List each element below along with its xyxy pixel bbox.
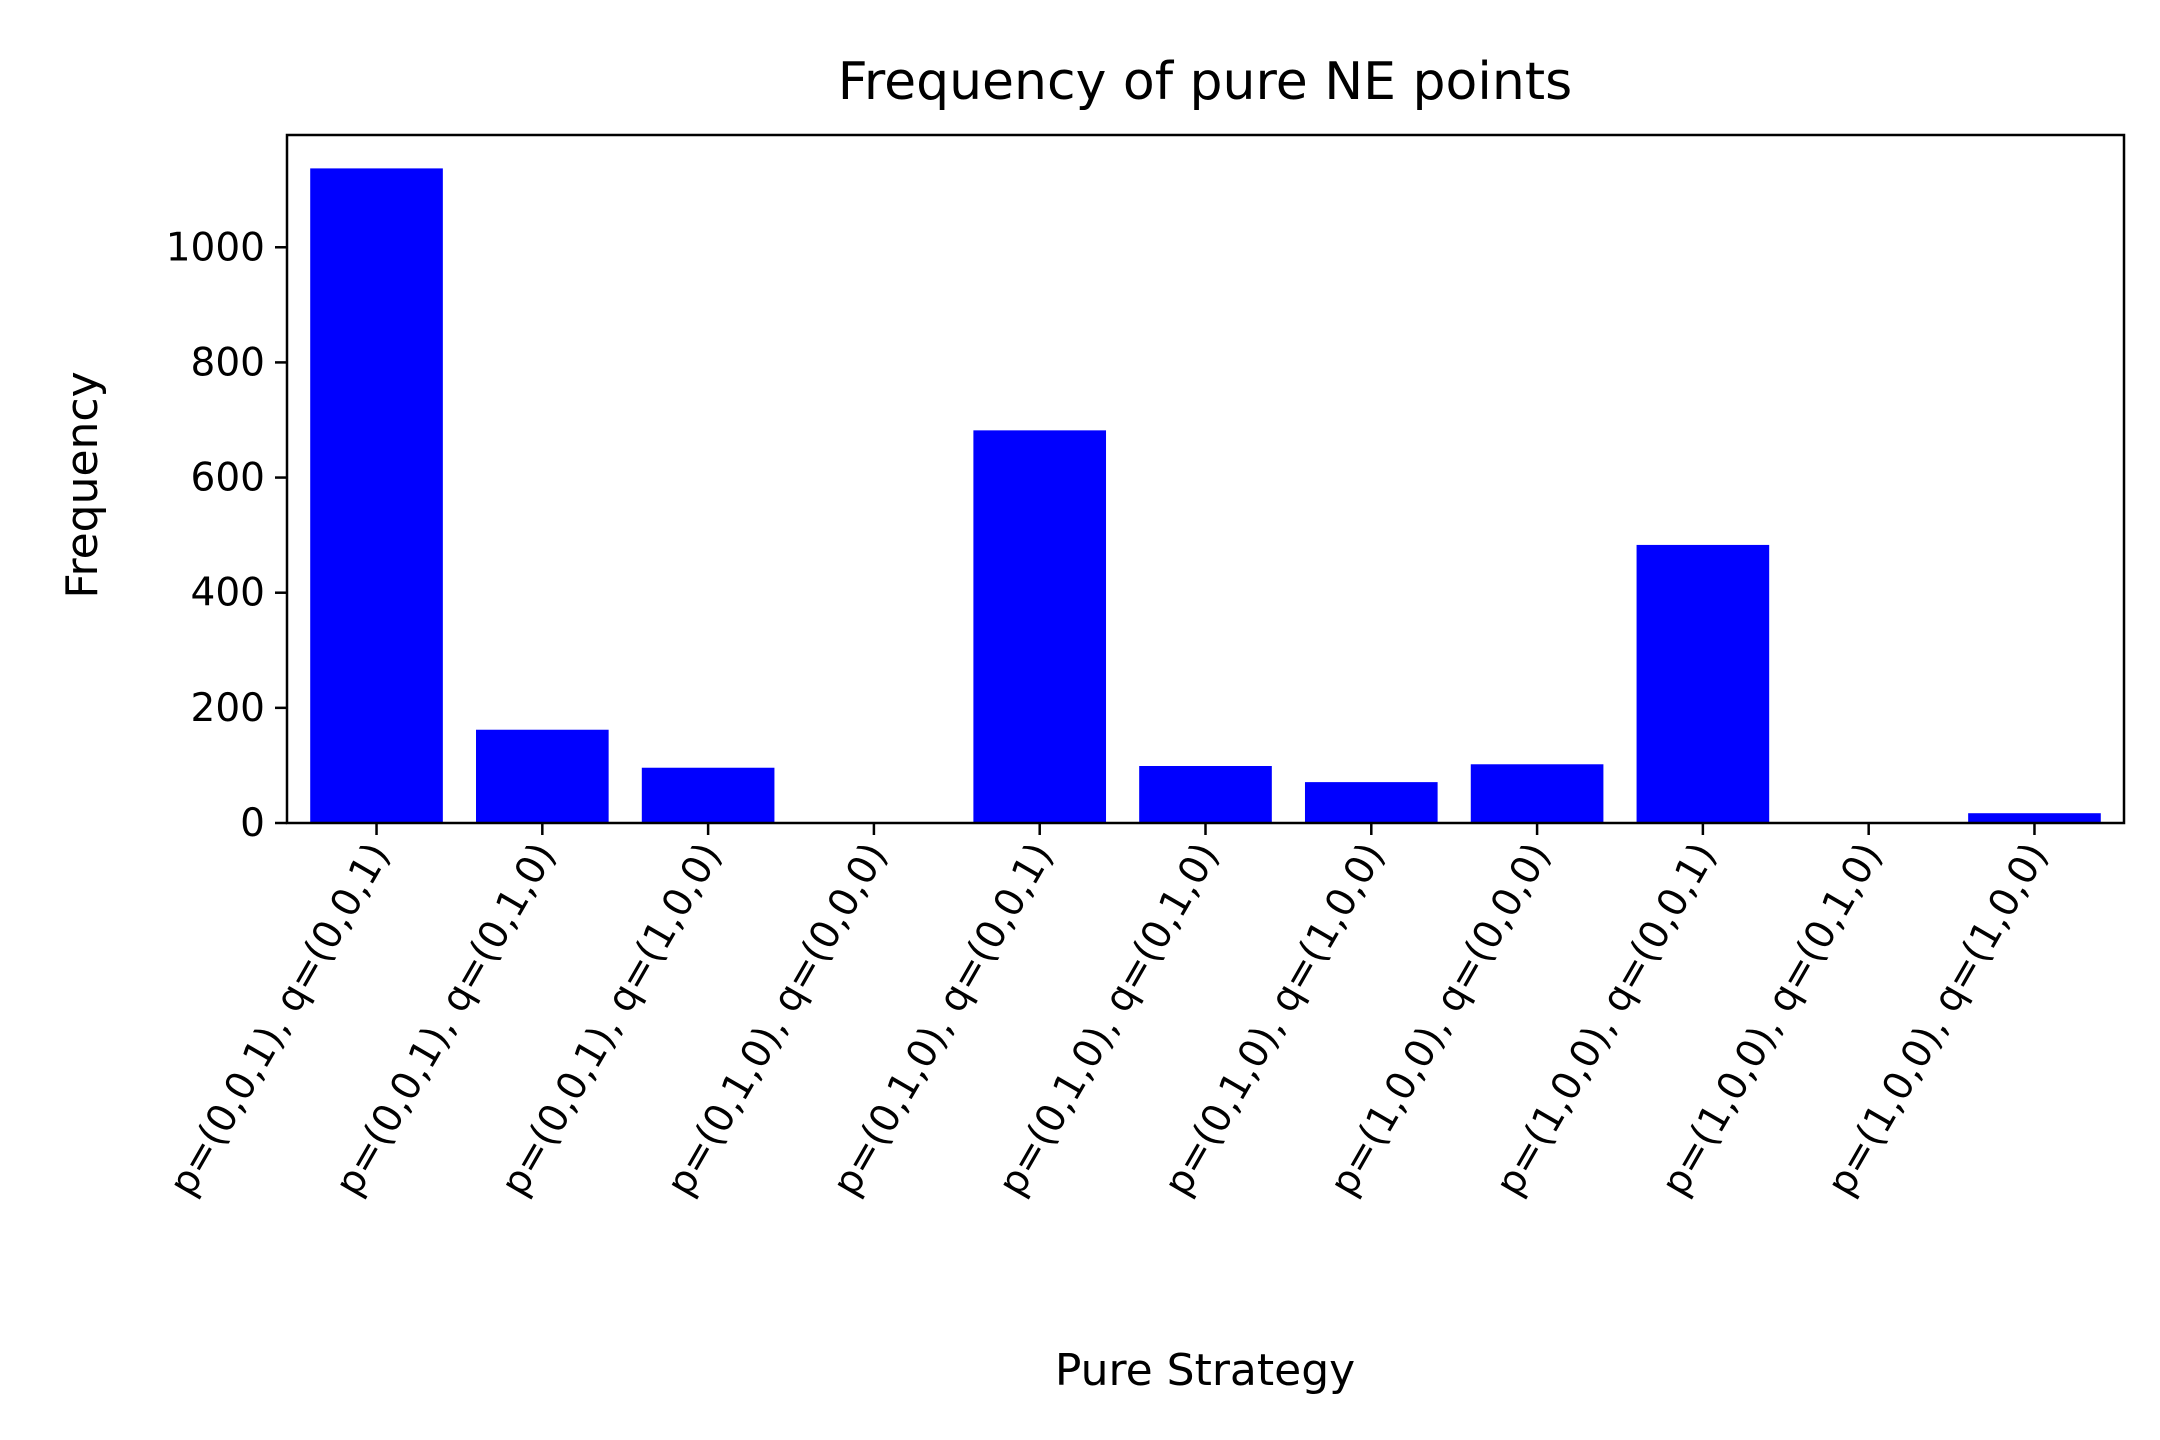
y-axis-ticks: 0 200 400 600 800 1000 — [166, 225, 287, 846]
bar-1 — [310, 168, 443, 824]
y-tick-label: 0 — [240, 801, 265, 846]
x-axis-ticks: p=(0,0,1), q=(0,0,1)p=(0,0,1), q=(0,1,0)… — [161, 823, 2057, 1204]
bar-11 — [1968, 813, 2101, 823]
chart-title: Frequency of pure NE points — [838, 52, 1573, 112]
y-tick-label: 600 — [191, 456, 265, 501]
bar-9 — [1636, 544, 1770, 823]
bar-7 — [1304, 782, 1438, 823]
bar-2 — [476, 729, 609, 823]
y-tick-label: 200 — [191, 686, 265, 731]
plot-frame — [285, 133, 2126, 825]
y-axis-label: Frequency — [57, 371, 108, 598]
bars-group — [310, 168, 2101, 824]
x-axis-label: Pure Strategy — [1055, 1345, 1355, 1396]
bar-6 — [1139, 766, 1272, 823]
y-tick-label: 400 — [191, 571, 265, 616]
bar-3 — [641, 767, 775, 823]
y-tick-label: 800 — [191, 340, 265, 385]
bar-8 — [1470, 764, 1604, 823]
y-tick-label: 1000 — [166, 225, 265, 270]
bar-5 — [973, 430, 1107, 823]
